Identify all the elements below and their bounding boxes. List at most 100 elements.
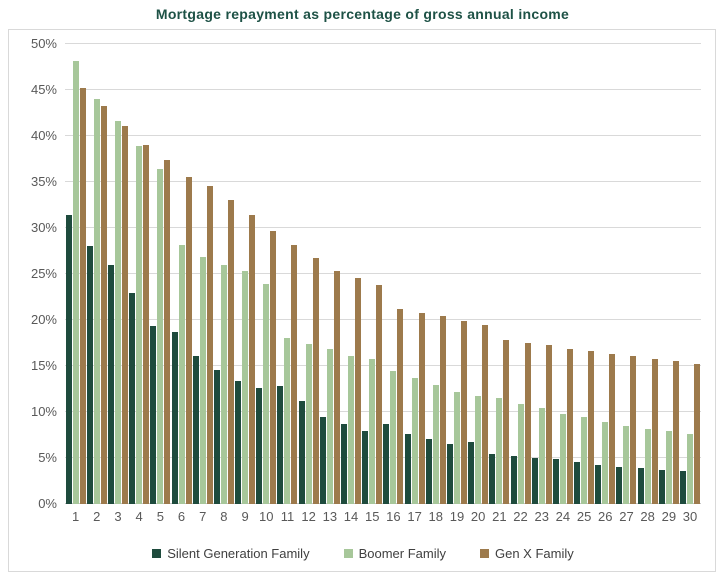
bar — [460, 320, 467, 504]
gridline — [65, 273, 701, 274]
x-tick-label: 20 — [470, 509, 486, 524]
bar-group — [425, 44, 446, 504]
x-tick-label: 16 — [386, 509, 401, 524]
bar-group — [65, 44, 86, 504]
x-tick-label: 23 — [534, 509, 549, 524]
bar — [333, 271, 340, 504]
y-tick-label: 20% — [30, 312, 57, 327]
bar — [609, 354, 616, 504]
bar — [468, 442, 475, 504]
bar — [136, 146, 143, 504]
bar — [129, 293, 136, 504]
x-tick-label: 5 — [156, 509, 164, 524]
bar — [362, 431, 369, 504]
gridline — [65, 457, 701, 458]
bar-group — [107, 44, 128, 504]
x-tick-label: 8 — [220, 509, 228, 524]
bar — [390, 370, 397, 504]
bar — [270, 230, 277, 504]
bar — [348, 355, 355, 504]
bar — [114, 121, 121, 504]
legend-label: Boomer Family — [358, 545, 446, 561]
bar — [355, 277, 362, 504]
bar — [93, 99, 100, 504]
legend-label: Silent Generation Family — [167, 545, 310, 561]
x-tick-label: 3 — [114, 509, 122, 524]
bar-group — [86, 44, 107, 504]
bar — [298, 400, 305, 504]
bar-group — [468, 44, 489, 504]
bar — [143, 145, 150, 504]
bar-group — [319, 44, 340, 504]
x-tick-label: 22 — [513, 509, 528, 524]
bar — [235, 380, 242, 504]
bar — [630, 355, 637, 504]
bar — [545, 344, 552, 504]
gridline — [65, 365, 701, 366]
bar — [383, 423, 390, 504]
bar — [341, 423, 348, 504]
x-tick-label: 18 — [428, 509, 444, 524]
bar — [672, 361, 679, 504]
chart-title: Mortgage repayment as percentage of gros… — [155, 6, 570, 22]
bar-group — [637, 44, 658, 504]
bar-group — [531, 44, 552, 504]
bar — [263, 284, 270, 504]
bar — [291, 245, 298, 504]
bar — [121, 125, 128, 504]
legend: Silent Generation Family Boomer Family G… — [19, 541, 707, 565]
bar-group — [171, 44, 192, 504]
bar — [199, 256, 206, 504]
bar-group — [404, 44, 425, 504]
bar — [503, 340, 510, 504]
plot-area: 0% 5% 10% 15% 20% 25% 30% 35% 40% 45% 50% — [31, 36, 701, 511]
bar — [326, 349, 333, 504]
y-tick-label: 40% — [30, 128, 57, 143]
bar — [658, 469, 665, 504]
bar — [446, 444, 453, 504]
legend-swatch-gen-x — [480, 548, 489, 558]
y-tick-label: 0% — [38, 496, 57, 511]
gridline — [65, 319, 701, 320]
y-tick-label: 35% — [30, 174, 57, 189]
bar — [644, 429, 651, 504]
x-tick-label: 2 — [93, 509, 101, 524]
bar — [552, 458, 559, 504]
bar — [242, 271, 249, 504]
bar — [475, 396, 482, 504]
bar-group — [129, 44, 150, 504]
bar-group — [298, 44, 319, 504]
bar — [425, 438, 432, 504]
bar — [439, 316, 446, 504]
legend-label: Gen X Family — [495, 545, 574, 561]
bar — [510, 456, 517, 504]
bar — [185, 177, 192, 504]
bar — [65, 215, 72, 504]
bar — [249, 215, 256, 504]
bar — [637, 468, 644, 504]
x-tick-label: 17 — [407, 509, 422, 524]
bar — [284, 338, 291, 504]
bar — [206, 185, 213, 504]
bar-group — [574, 44, 595, 504]
bar — [86, 246, 93, 504]
bar — [418, 312, 425, 504]
bar — [566, 348, 573, 504]
bar — [277, 386, 284, 504]
bar — [192, 355, 199, 504]
x-tick-label: 15 — [364, 509, 380, 524]
bar — [107, 264, 114, 504]
bar — [517, 403, 524, 504]
bar — [489, 454, 496, 504]
bar — [623, 425, 630, 504]
bar — [100, 105, 107, 504]
x-tick-label: 11 — [280, 509, 295, 524]
bar — [171, 331, 178, 504]
x-tick-label: 27 — [619, 509, 634, 524]
gridline — [65, 43, 701, 44]
bar — [72, 60, 79, 504]
bar — [687, 434, 694, 504]
bar — [581, 416, 588, 504]
